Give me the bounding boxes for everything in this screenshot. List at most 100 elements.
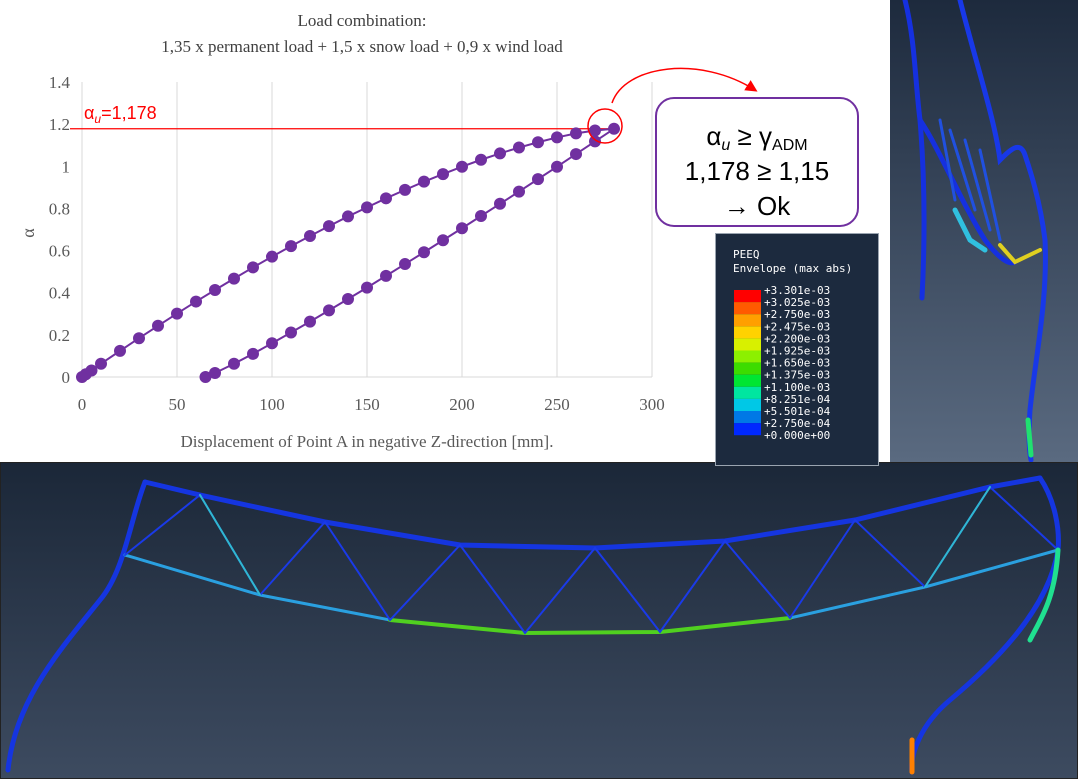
data-point — [532, 136, 544, 148]
data-point — [399, 258, 411, 270]
data-point — [608, 123, 620, 135]
data-point — [551, 131, 563, 143]
x-axis-label: Displacement of Point A in negative Z-di… — [181, 432, 554, 451]
alpha-value: =1,178 — [101, 103, 157, 123]
legend-swatch — [734, 326, 761, 338]
data-point — [380, 192, 392, 204]
data-point — [323, 304, 335, 316]
data-point — [209, 284, 221, 296]
data-point — [304, 316, 316, 328]
data-point — [570, 148, 582, 160]
legend-swatch — [734, 351, 761, 363]
legend-label: +1.375e-03 — [764, 369, 830, 382]
x-tick-label: 200 — [449, 395, 475, 414]
data-point — [266, 251, 278, 263]
data-point — [437, 168, 449, 180]
data-point — [228, 273, 240, 285]
contour-legend: PEEQ Envelope (max abs) +3.301e-03+3.025… — [716, 234, 879, 466]
data-point — [513, 186, 525, 198]
alpha-symbol: α — [84, 103, 94, 123]
y-tick-label: 1 — [62, 157, 71, 176]
data-point — [285, 240, 297, 252]
chart-subtitle: 1,35 x permanent load + 1,5 x snow load … — [161, 37, 563, 56]
legend-subtitle: Envelope (max abs) — [733, 262, 852, 275]
data-point — [285, 327, 297, 339]
data-point — [418, 246, 430, 258]
legend-swatch — [734, 423, 761, 435]
y-tick-label: 0.4 — [49, 284, 71, 303]
relation: ≥ — [730, 121, 759, 151]
data-point — [361, 282, 373, 294]
data-point — [171, 308, 183, 320]
y-tick-label: 1.4 — [49, 73, 71, 92]
x-tick-label: 150 — [354, 395, 380, 414]
legend-swatch — [734, 290, 761, 302]
legend-swatch — [734, 387, 761, 399]
data-point — [475, 210, 487, 222]
fe-panel-bottom — [0, 462, 1078, 779]
data-point — [342, 210, 354, 222]
legend-label: +0.000e+00 — [764, 429, 830, 442]
data-point — [418, 176, 430, 188]
x-tick-label: 50 — [169, 395, 186, 414]
data-point — [247, 261, 259, 273]
data-point — [475, 154, 487, 166]
data-point — [380, 270, 392, 282]
chart-title: Load combination: — [298, 11, 427, 30]
legend-label: +1.925e-03 — [764, 345, 830, 358]
data-point — [200, 371, 212, 383]
alpha-symbol: α — [706, 121, 721, 151]
legend-label: +2.750e-03 — [764, 308, 830, 321]
legend-swatch — [734, 338, 761, 350]
data-point — [247, 348, 259, 360]
series-line — [82, 129, 614, 377]
data-point — [152, 320, 164, 332]
legend-label: +3.025e-03 — [764, 296, 830, 309]
data-point — [437, 234, 449, 246]
x-tick-label: 300 — [639, 395, 665, 414]
x-tick-label: 100 — [259, 395, 285, 414]
page: Load combination: 1,35 x permanent load … — [0, 0, 1078, 779]
legend-label: +3.301e-03 — [764, 284, 830, 297]
data-point — [513, 142, 525, 154]
data-point — [266, 337, 278, 349]
legend-swatch — [734, 302, 761, 314]
data-point — [304, 230, 316, 242]
data-point — [456, 161, 468, 173]
legend-label: +5.501e-04 — [764, 405, 831, 418]
legend-title: PEEQ — [733, 248, 760, 261]
check-line-2: 1,178 ≥ 1,15 — [685, 156, 829, 186]
data-point — [456, 222, 468, 234]
data-point — [95, 358, 107, 370]
legend-swatch — [734, 375, 761, 387]
y-tick-label: 0.6 — [49, 242, 70, 261]
data-point — [532, 173, 544, 185]
data-point — [494, 198, 506, 210]
legend-swatch — [734, 363, 761, 375]
data-point — [494, 147, 506, 159]
legend-label: +8.251e-04 — [764, 393, 831, 406]
data-point — [570, 127, 582, 139]
legend-label: +2.200e-03 — [764, 332, 830, 345]
y-tick-label: 0.2 — [49, 326, 70, 345]
x-tick-label: 0 — [78, 395, 87, 414]
data-point — [399, 184, 411, 196]
check-line-3: → Ok — [724, 191, 791, 221]
data-point — [323, 220, 335, 232]
x-tick-label: 250 — [544, 395, 570, 414]
gamma-symbol: γ — [759, 121, 772, 151]
grid — [82, 82, 652, 377]
chart: Load combination: 1,35 x permanent load … — [18, 11, 665, 451]
data-point — [342, 293, 354, 305]
y-tick-label: 0 — [62, 368, 71, 387]
fe-panel-right — [890, 0, 1078, 462]
y-tick-label: 1.2 — [49, 115, 70, 134]
legend-swatch — [734, 399, 761, 411]
y-axis-label: α — [18, 228, 38, 238]
legend-label: +2.475e-03 — [764, 320, 830, 333]
legend-label: +2.750e-04 — [764, 417, 831, 430]
legend-swatch — [734, 314, 761, 326]
data-point — [551, 161, 563, 173]
data-point — [190, 296, 202, 308]
data-point — [361, 201, 373, 213]
